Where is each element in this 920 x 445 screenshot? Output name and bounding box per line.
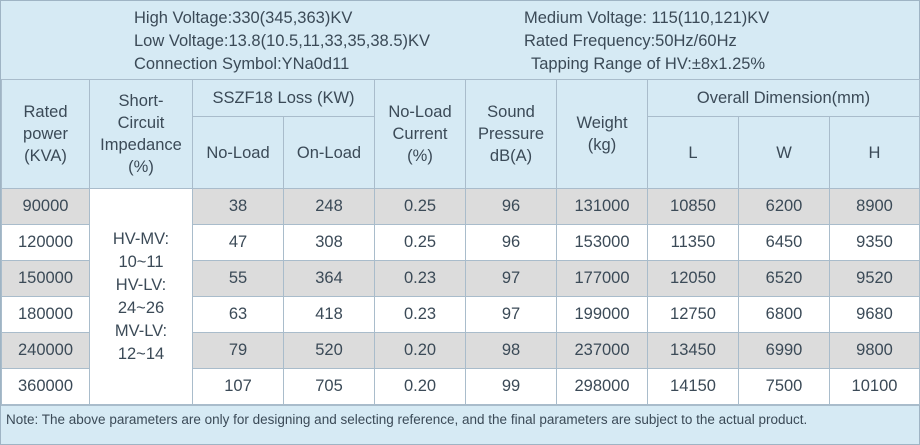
note-divider [1,405,919,406]
header-on-load: On-Load [283,116,375,189]
header-no-load-current: No-Load Current (%) [374,79,466,189]
cell-on-load: 705 [283,368,375,405]
cell-current: 0.23 [374,260,466,297]
cell-no-load: 79 [192,332,284,369]
cell-weight: 177000 [556,260,648,297]
cell-weight: 153000 [556,224,648,261]
cell-sound: 96 [465,224,557,261]
cell-current: 0.20 [374,332,466,369]
medium-voltage-spec: Medium Voltage: 115(110,121)KV [524,9,770,27]
cell-height: 9520 [829,260,920,297]
cell-power: 120000 [1,224,90,261]
header-dimension-group: Overall Dimension(mm) [647,79,920,117]
cell-width: 7500 [738,368,830,405]
high-voltage-spec: High Voltage:330(345,363)KV [134,9,353,27]
cell-no-load: 38 [192,188,284,225]
cell-no-load: 55 [192,260,284,297]
cell-power: 180000 [1,296,90,333]
cell-on-load: 248 [283,188,375,225]
connection-symbol-spec: Connection Symbol:YNa0d11 [134,55,350,73]
parameter-table: Rated power (KVA) Short- Circuit Impedance (%… [1,79,920,405]
cell-height: 9680 [829,296,920,333]
cell-length: 11350 [647,224,739,261]
table-row: 150000 55 364 0.23 97 177000 12050 6520 … [1,260,920,297]
cell-sound: 98 [465,332,557,369]
cell-width: 6520 [738,260,830,297]
cell-height: 9800 [829,332,920,369]
cell-height: 10100 [829,368,920,405]
cell-sound: 97 [465,260,557,297]
header-width: W [738,116,830,189]
cell-height: 8900 [829,188,920,225]
cell-length: 12750 [647,296,739,333]
cell-length: 10850 [647,188,739,225]
header-length: L [647,116,739,189]
cell-weight: 131000 [556,188,648,225]
header-no-load: No-Load [192,116,284,189]
cell-width: 6800 [738,296,830,333]
footnote: Note: The above parameters are only for … [6,412,808,427]
table-row: 180000 63 418 0.23 97 199000 12750 6800 … [1,296,920,333]
cell-weight: 237000 [556,332,648,369]
cell-power: 150000 [1,260,90,297]
cell-on-load: 364 [283,260,375,297]
cell-no-load: 107 [192,368,284,405]
cell-sound: 97 [465,296,557,333]
table-row: 360000 107 705 0.20 99 298000 14150 7500… [1,368,920,405]
low-voltage-spec: Low Voltage:13.8(10.5,11,33,35,38.5)KV [134,32,431,50]
cell-sound: 99 [465,368,557,405]
header-height: H [829,116,920,189]
cell-on-load: 308 [283,224,375,261]
cell-length: 12050 [647,260,739,297]
table-row: 120000 47 308 0.25 96 153000 11350 6450 … [1,224,920,261]
spec-header: High Voltage:330(345,363)KV Low Voltage:… [1,1,919,79]
cell-power: 240000 [1,332,90,369]
cell-on-load: 418 [283,296,375,333]
cell-current: 0.20 [374,368,466,405]
cell-width: 6990 [738,332,830,369]
header-sound-pressure: Sound Pressure dB(A) [465,79,557,189]
cell-on-load: 520 [283,332,375,369]
cell-power: 360000 [1,368,90,405]
cell-current: 0.25 [374,224,466,261]
spec-col-left: High Voltage:330(345,363)KV Low Voltage:… [134,7,430,76]
cell-length: 14150 [647,368,739,405]
impedance-values: HV-MV: 10~11 HV-LV: 24~26 MV-LV: 12~14 [89,188,193,405]
cell-length: 13450 [647,332,739,369]
cell-height: 9350 [829,224,920,261]
cell-weight: 298000 [556,368,648,405]
header-rated-power: Rated power (KVA) [1,79,90,189]
header-weight: Weight (kg) [556,79,648,189]
cell-weight: 199000 [556,296,648,333]
cell-no-load: 63 [192,296,284,333]
header-impedance: Short- Circuit Impedance (%) [89,79,193,189]
cell-width: 6200 [738,188,830,225]
cell-power: 90000 [1,188,90,225]
header-loss-group: SSZF18 Loss (KW) [192,79,375,117]
table-row: 90000 HV-MV: 10~11 HV-LV: 24~26 MV-LV: 12~1… [1,188,920,405]
tapping-range-spec: Tapping Range of HV:±8x1.25% [531,55,766,73]
table-row: 240000 79 520 0.20 98 237000 13450 6990 … [1,332,920,369]
cell-width: 6450 [738,224,830,261]
cell-no-load: 47 [192,224,284,261]
cell-current: 0.25 [374,188,466,225]
cell-sound: 96 [465,188,557,225]
rated-frequency-spec: Rated Frequency:50Hz/60Hz [524,32,737,50]
spec-col-right: Medium Voltage: 115(110,121)KV Rated Fre… [524,7,769,76]
cell-current: 0.23 [374,296,466,333]
